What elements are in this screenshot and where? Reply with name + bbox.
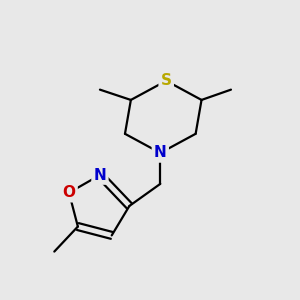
Text: O: O [62, 185, 76, 200]
Text: N: N [94, 167, 106, 182]
Text: N: N [154, 146, 167, 160]
Text: S: S [161, 73, 172, 88]
